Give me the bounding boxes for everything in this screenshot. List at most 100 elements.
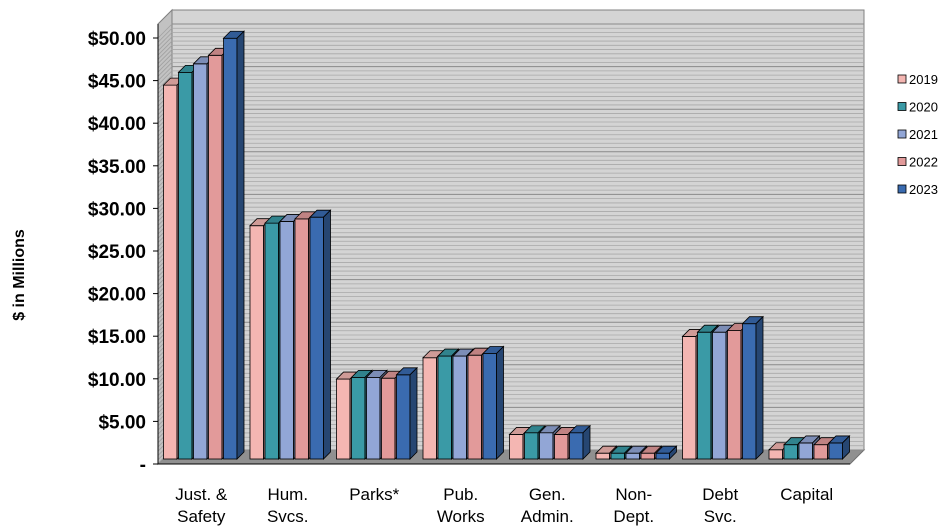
x-tick-label: Svc. [704,507,737,526]
bar [742,323,757,460]
bar-side [496,345,504,460]
y-tick-label: $5.00 [98,412,146,433]
bar-side [842,434,850,460]
bar [524,432,539,460]
x-tick-label: Hum. [267,485,308,504]
grid-line-side [157,74,173,90]
grid-line-side [157,70,173,86]
x-tick-label: Capital [780,485,833,504]
x-tick-label: Gen. [529,485,566,504]
chart-bars [162,30,851,460]
grid-line-side [157,49,173,64]
bar [640,452,655,460]
bar [625,452,640,460]
grid-line-side [157,62,173,77]
legend-swatch [897,102,907,111]
legend-swatch [897,184,907,194]
bar [509,434,524,460]
bar [482,353,497,460]
bar-side [669,445,677,460]
y-axis-ticks: - $5.00 $10.00 $15.00 $20.00 $25.00 $30.00 $35.… [88,29,158,476]
bar [595,452,610,460]
bar [798,442,813,460]
y-tick-label: $15.00 [88,327,146,348]
bar [697,331,712,460]
legend-swatch [897,157,907,166]
x-tick-label: Pub. [443,485,478,504]
bar [366,376,381,460]
bar [309,216,324,460]
y-tick-label: $45.00 [88,72,146,93]
bar [193,63,208,460]
bar [712,331,727,460]
y-tick-label: $30.00 [88,199,146,220]
grid-line-side [157,45,173,60]
legend-swatch [897,129,907,139]
bar [655,452,670,460]
x-tick-label: Svcs. [267,507,309,526]
x-tick-label: Debt [702,485,738,504]
x-tick-label: Admin. [521,507,574,526]
legend-swatch [897,74,907,84]
y-tick-label: - [140,455,146,476]
bar [783,444,798,460]
bar [351,376,366,460]
bar [163,84,178,460]
bar [336,378,351,460]
bar [208,54,223,460]
x-tick-label: Non- [615,485,652,504]
bar-side [582,424,591,460]
grid-line-side [157,40,173,56]
bar [249,225,264,460]
bar [610,452,625,460]
bar [682,336,697,460]
grid-line-side [157,32,173,47]
y-tick-label: $20.00 [88,285,146,306]
bar [381,377,396,460]
grid-line-side [157,36,173,52]
bar [727,330,742,460]
grid-line-side [157,27,173,43]
legend-label: 2019 [909,72,938,87]
bar-side [236,30,245,460]
bar [264,222,279,460]
bar [178,71,193,460]
y-tick-label: $10.00 [88,370,146,391]
y-tick-label: $50.00 [88,29,146,50]
bar [422,357,437,460]
bar-side [323,209,331,460]
bar [813,444,828,460]
grid-line-side [157,66,173,81]
bar [467,354,482,460]
grid-line-side [157,57,173,73]
x-tick-label: Safety [177,507,226,526]
bar [828,442,843,460]
bar [437,355,452,460]
bar [279,221,294,460]
bar-side [409,366,418,460]
x-tick-label: Dept. [613,507,654,526]
x-tick-label: Just. & [175,485,228,504]
bar [294,218,309,460]
x-tick-label: Parks* [349,485,399,504]
grid-line-side [157,23,173,39]
bar [554,434,569,460]
legend-label: 2022 [909,155,938,170]
x-tick-label: Works [437,507,485,526]
bar [396,374,411,460]
bar [452,355,467,460]
y-axis-label: $ in Millions [11,229,28,321]
bar-side [755,315,764,460]
grid-line-side [157,53,173,69]
bar [223,37,238,460]
bar [768,449,783,460]
bar [539,432,554,460]
y-tick-label: $25.00 [88,242,146,263]
legend-label: 2021 [909,127,938,142]
y-tick-label: $35.00 [88,157,146,178]
legend-label: 2023 [909,182,938,197]
x-axis-ticks: Just. & Safety Hum. Svcs. Parks* Pub. Works Gen… [175,485,833,526]
legend-label: 2020 [909,100,938,115]
y-tick-label: $40.00 [88,114,146,135]
